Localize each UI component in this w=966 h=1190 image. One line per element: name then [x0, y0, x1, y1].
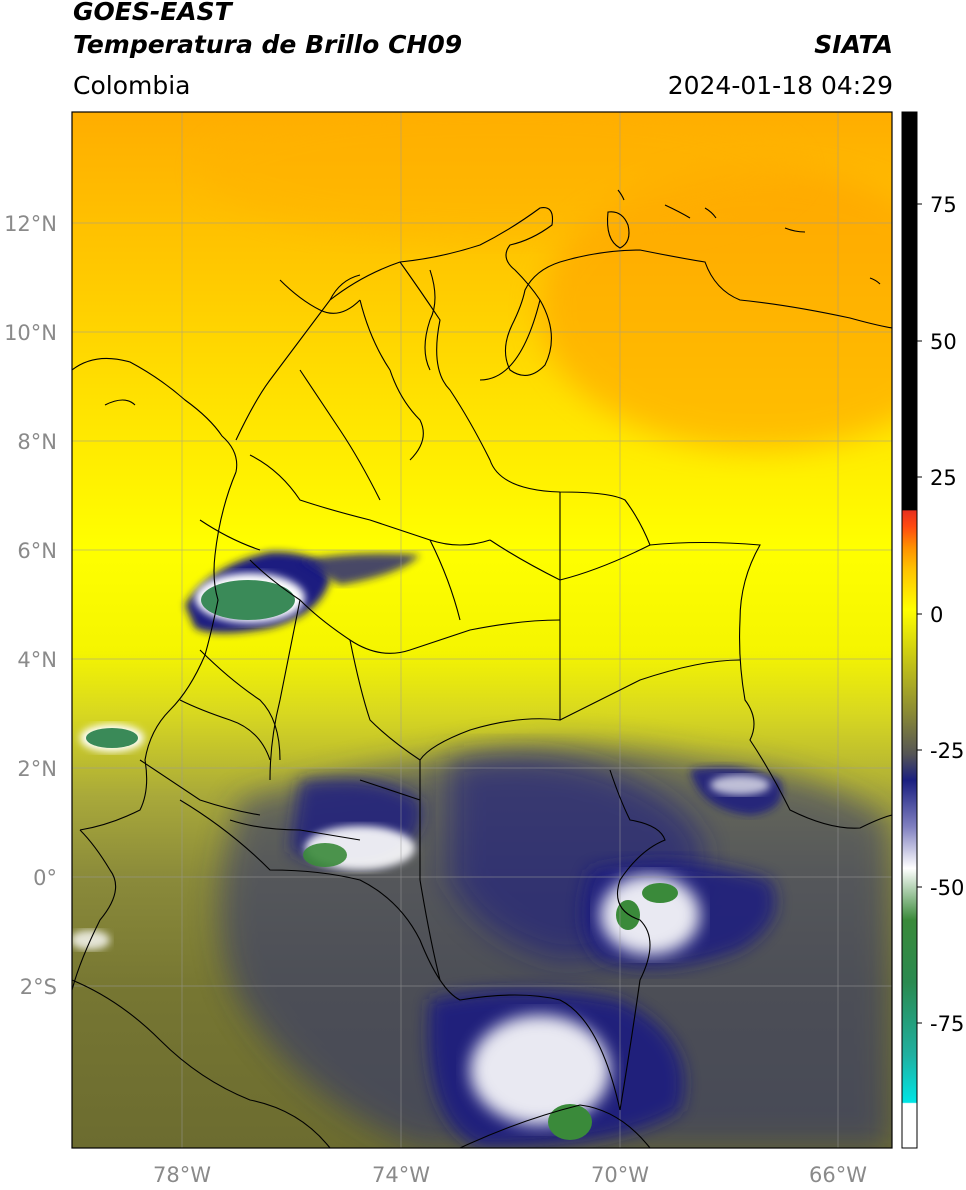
lat-tick-label: 12°N [4, 212, 57, 236]
lon-tick-label: 70°W [591, 1163, 649, 1187]
lat-tick-label: 8°N [17, 430, 57, 454]
map-frame [71, 111, 893, 1149]
region-label: Colombia [73, 71, 191, 100]
lat-tick-label: 2°N [17, 757, 57, 781]
satellite-title: GOES-EAST [73, 0, 232, 26]
colorbar-tick-label: 75 [930, 193, 957, 217]
org-label: SIATA [814, 30, 893, 59]
graticule [72, 112, 892, 1148]
borders-coastlines [72, 189, 892, 1148]
lon-tick-labels: 78°W 74°W 70°W 66°W [153, 1163, 867, 1187]
satellite-imagery [72, 112, 892, 1148]
colorbar-tick-label: -50 [930, 876, 964, 900]
lon-tick-label: 66°W [809, 1163, 867, 1187]
colorbar-scale [901, 111, 918, 1149]
product-title: Temperatura de Brillo CH09 [73, 30, 463, 59]
lat-tick-label: 2°S [20, 975, 57, 999]
colorbar-tick-label: 0 [930, 603, 943, 627]
lat-tick-label: 6°N [17, 539, 57, 563]
colorbar-tick-label: 50 [930, 330, 957, 354]
colorbar-tick-label: -25 [930, 739, 964, 763]
lat-tick-label: 4°N [17, 648, 57, 672]
lon-tick-label: 74°W [372, 1163, 430, 1187]
lon-tick-label: 78°W [153, 1163, 211, 1187]
lat-tick-label: 10°N [4, 321, 57, 345]
colorbar-tick-label: 25 [930, 466, 957, 490]
lat-tick-labels: 12°N 10°N 8°N 6°N 4°N 2°N 0° 2°S [4, 212, 57, 999]
timestamp-label: 2024-01-18 04:29 [667, 71, 893, 100]
colorbar: 75 50 25 0 -25 -50 -75 [901, 111, 964, 1149]
colorbar-tick-label: -75 [930, 1012, 964, 1036]
lat-tick-label: 0° [33, 866, 57, 890]
